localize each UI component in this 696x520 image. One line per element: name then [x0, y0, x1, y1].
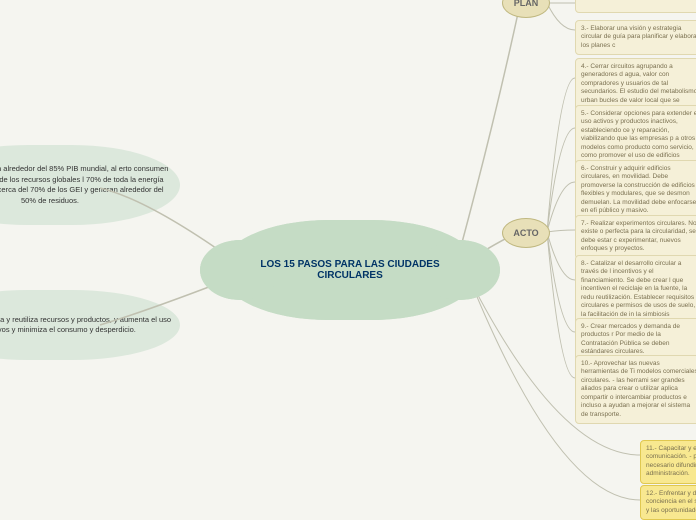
badge-acto-label: ACTO [513, 228, 538, 238]
center-node[interactable]: LOS 15 PASOS PARA LAS CIUDADES CIRCULARE… [220, 220, 480, 320]
badge-acto[interactable]: ACTO [502, 218, 550, 248]
badge-plan[interactable]: PLAN [502, 0, 550, 18]
step-box-8[interactable]: 10.- Aprovechar las nuevas herramientas … [575, 355, 696, 424]
left-cloud-2-text: udad circular conserva y reutiliza recur… [0, 315, 172, 336]
step-box-text-7: 9.- Crear mercados y demanda de producto… [581, 323, 680, 355]
left-cloud-1-text: as ciudades generan alrededor del 85% PI… [0, 164, 172, 206]
step-box-1[interactable]: 3.- Elaborar una visión y estrategia cir… [575, 20, 696, 55]
step-box-text-1: 3.- Elaborar una visión y estrategia cir… [581, 25, 696, 49]
left-cloud-2[interactable]: udad circular conserva y reutiliza recur… [0, 290, 180, 360]
step-box-4[interactable]: 6.- Construir y adquirir edificios circu… [575, 160, 696, 221]
step-box-text-3: 5.- Considerar opciones para extender el… [581, 110, 696, 168]
step-box-text-8: 10.- Aprovechar las nuevas herramientas … [581, 360, 696, 418]
step-box-10[interactable]: 12.- Enfrentar y desafiar la inn concien… [640, 485, 696, 520]
step-box-text-6: 8.- Catalizar el desarrollo circular a t… [581, 260, 695, 326]
badge-plan-label: PLAN [514, 0, 539, 8]
center-title: LOS 15 PASOS PARA LAS CIUDADES CIRCULARE… [228, 259, 472, 281]
step-box-5[interactable]: 7.- Realizar experimentos circulares. No… [575, 215, 696, 259]
step-box-text-4: 6.- Construir y adquirir edificios circu… [581, 165, 696, 214]
step-box-9[interactable]: 11.- Capacitar y educar a ciuda comunica… [640, 440, 696, 484]
step-box-text-5: 7.- Realizar experimentos circulares. No… [581, 220, 696, 252]
step-box-text-10: 12.- Enfrentar y desafiar la inn concien… [646, 490, 696, 514]
step-box-text-9: 11.- Capacitar y educar a ciuda comunica… [646, 445, 696, 477]
step-box-0[interactable]: la circularidad en varios frentes. [575, 0, 696, 13]
step-box-text-0: la circularidad en varios frentes. [581, 0, 673, 2]
left-cloud-1[interactable]: as ciudades generan alrededor del 85% PI… [0, 145, 180, 225]
